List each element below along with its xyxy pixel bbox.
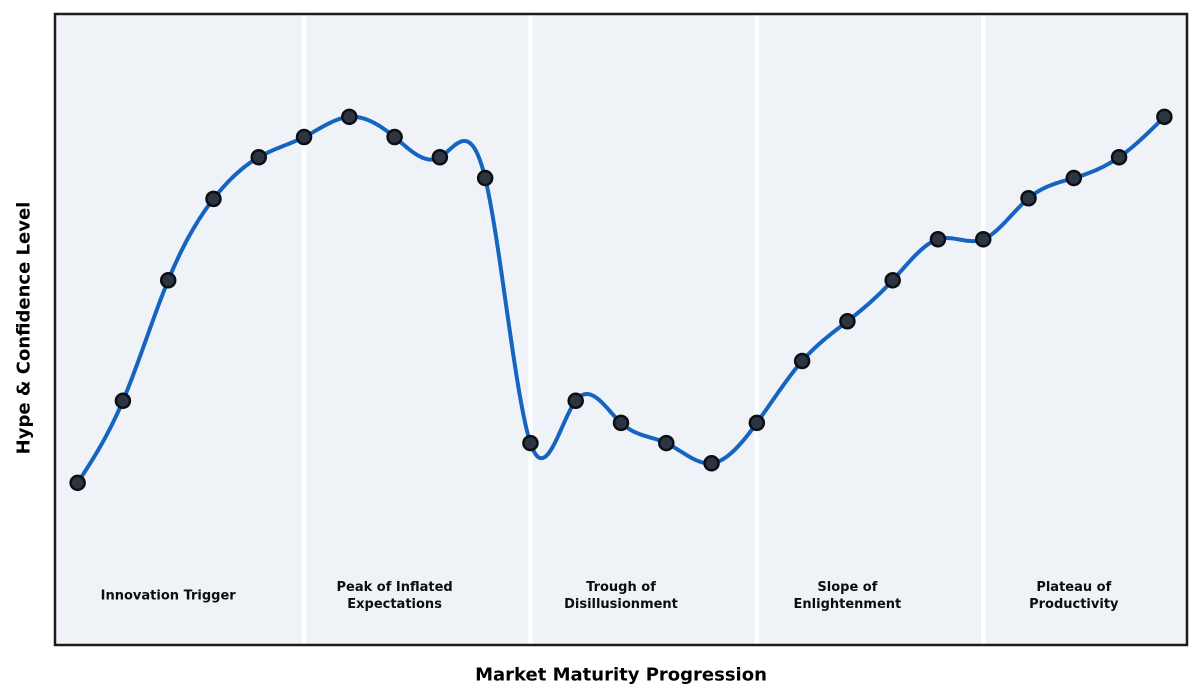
data-point-marker <box>295 128 313 146</box>
data-point-marker <box>1156 108 1173 126</box>
data-point-marker <box>431 148 449 166</box>
data-point-marker <box>1110 148 1128 166</box>
data-point-marker <box>250 148 268 166</box>
data-point-marker <box>929 231 947 248</box>
data-point-marker <box>658 434 675 452</box>
phase-label-peak-of-inflated-expectations: Peak of Inflated Expectations <box>336 580 453 612</box>
data-point-marker <box>1065 169 1083 187</box>
data-point-marker <box>341 108 358 126</box>
phase-label-plateau-of-productivity: Plateau of Productivity <box>1029 580 1119 612</box>
data-point-marker <box>522 434 539 452</box>
data-point-marker <box>974 231 992 248</box>
y-axis-label: Hype & Confidence Level <box>13 201 35 455</box>
data-point-marker <box>839 313 856 330</box>
phase-label-innovation-trigger: Innovation Trigger <box>100 588 236 604</box>
data-point-marker <box>703 455 720 472</box>
x-axis-label: Market Maturity Progression <box>475 664 767 686</box>
data-point-marker <box>69 474 86 492</box>
data-point-marker <box>1020 190 1037 207</box>
data-point-marker <box>793 352 811 370</box>
plot-background <box>55 14 1187 645</box>
data-point-marker <box>884 272 901 289</box>
data-point-marker <box>748 414 766 432</box>
phase-label-slope-of-enlightenment: Slope of Enlightenment <box>793 580 902 612</box>
data-point-marker <box>476 169 494 187</box>
data-point-marker <box>114 392 132 410</box>
data-point-marker <box>205 190 222 208</box>
data-point-marker <box>612 414 630 432</box>
data-point-marker <box>386 128 403 146</box>
data-point-marker <box>159 272 177 289</box>
data-point-marker <box>567 392 584 410</box>
plot-border <box>53 12 1189 647</box>
phase-label-trough-of-disillusionment: Trough of Disillusionment <box>564 580 678 612</box>
